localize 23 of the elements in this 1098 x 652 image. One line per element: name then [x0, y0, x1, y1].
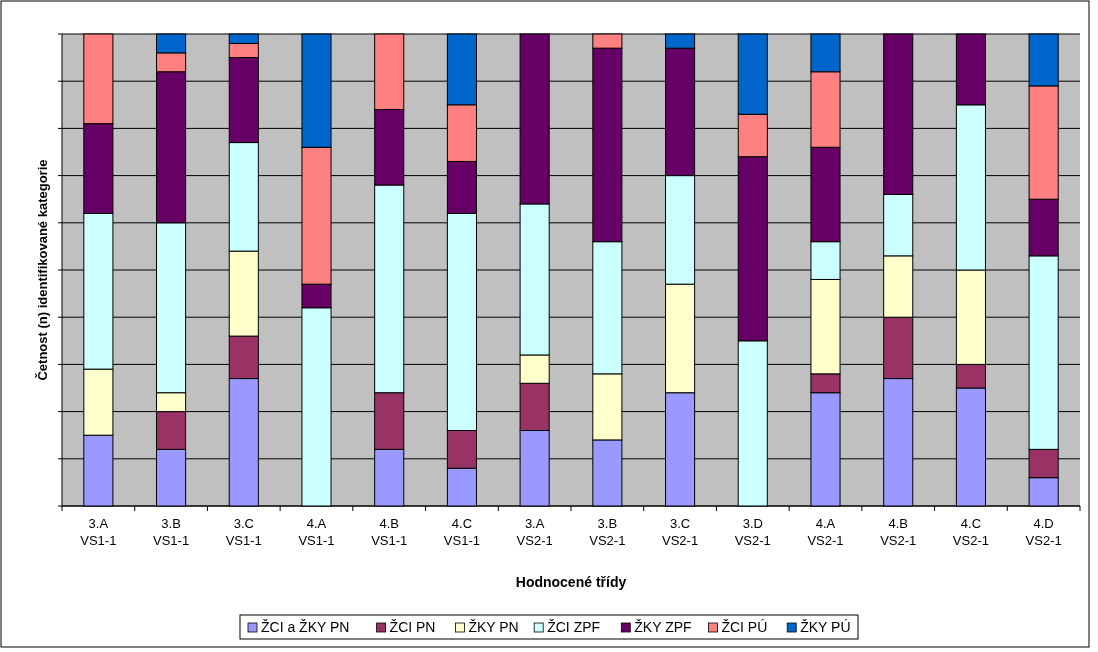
- x-tick-label: 4.A VS2-1: [807, 516, 844, 548]
- x-tick-label: 4.C VS1-1: [443, 516, 480, 548]
- x-tick-label: 3.A VS1-1: [80, 516, 117, 548]
- x-axis-title: Hodnocené třídy: [515, 574, 627, 590]
- x-tick-label: 3.B VS1-1: [153, 516, 190, 548]
- legend-label: ŽCI ZPF: [547, 619, 601, 635]
- x-tick-label: 3.C VS2-1: [662, 516, 699, 548]
- legend-label: ŽKY PÚ: [800, 619, 851, 635]
- legend-label: ŽKY PN: [468, 619, 519, 635]
- legend-label: ŽCI PÚ: [721, 619, 768, 635]
- x-tick-label: 4.D VS2-1: [1025, 516, 1062, 548]
- legend-label: ŽCI a ŽKY PN: [261, 619, 350, 635]
- legend-label: ŽCI PN: [389, 619, 436, 635]
- x-tick-label: 3.C VS1-1: [225, 516, 262, 548]
- x-tick-label: 3.B VS2-1: [589, 516, 626, 548]
- x-tick-label: 3.D VS2-1: [734, 516, 771, 548]
- x-tick-label: 4.A VS1-1: [298, 516, 335, 548]
- x-tick-label: 3.A VS2-1: [516, 516, 553, 548]
- x-tick-label: 4.B VS1-1: [371, 516, 408, 548]
- x-tick-label: 4.C VS2-1: [952, 516, 989, 548]
- y-axis-title: Četnost (n) identifikované kategorie: [35, 159, 50, 381]
- x-tick-label: 4.B VS2-1: [880, 516, 917, 548]
- legend-label: ŽKY ZPF: [634, 619, 692, 635]
